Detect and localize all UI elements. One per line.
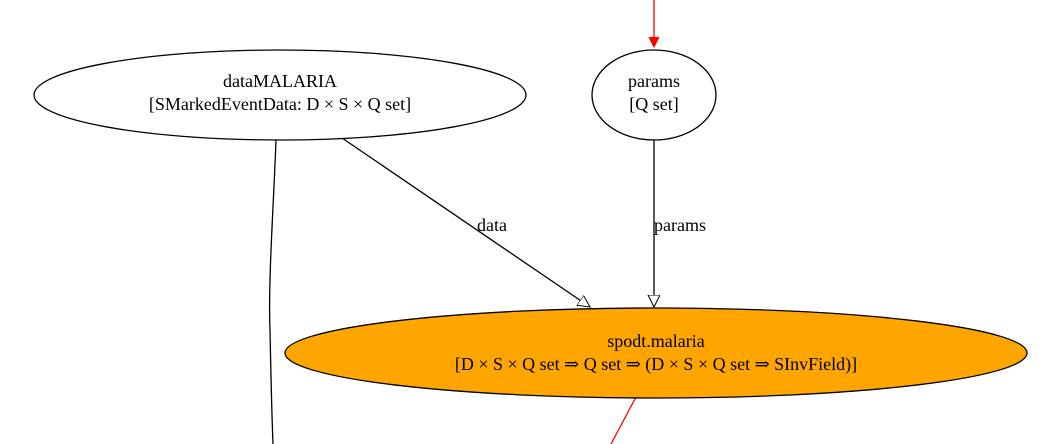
outgoing-edge-from-spodt xyxy=(610,396,637,444)
node-params-name: params xyxy=(628,71,680,91)
node-params-type: [Q set] xyxy=(629,94,678,114)
edge-data[interactable] xyxy=(341,137,590,307)
node-dataMALARIA[interactable]: dataMALARIA [SMarkedEventData: D × S × Q… xyxy=(33,49,527,141)
node-spodt-malaria-name: spodt.malaria xyxy=(607,331,704,351)
node-dataMALARIA-name: dataMALARIA xyxy=(223,71,337,91)
node-spodt-malaria-shape xyxy=(284,307,1028,399)
edge-label-params: params xyxy=(654,215,706,235)
node-spodt-malaria[interactable]: spodt.malaria [D × S × Q set ⇒ Q set ⇒ (… xyxy=(284,307,1028,399)
node-spodt-malaria-type: [D × S × Q set ⇒ Q set ⇒ (D × S × Q set … xyxy=(455,354,857,375)
node-dataMALARIA-shape xyxy=(33,49,527,141)
node-dataMALARIA-type: [SMarkedEventData: D × S × Q set] xyxy=(149,94,411,114)
edge-dataMALARIA-down xyxy=(268,138,277,444)
edge-label-data: data xyxy=(477,215,507,235)
node-params-shape xyxy=(591,49,717,141)
node-params[interactable]: params [Q set] xyxy=(591,49,717,141)
